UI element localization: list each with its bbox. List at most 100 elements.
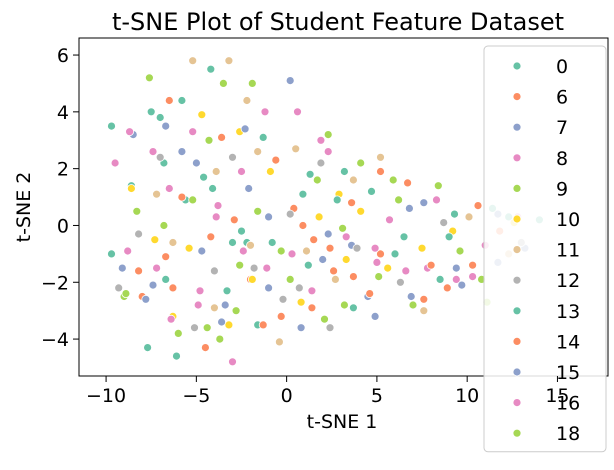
data-point-series-0 — [206, 64, 216, 74]
data-point-series-16 — [195, 286, 205, 296]
data-point-series-10 — [126, 184, 136, 193]
legend-marker — [512, 275, 522, 285]
legend-label: 0 — [556, 56, 568, 78]
data-point-series-6 — [164, 96, 174, 105]
data-point-series-11 — [274, 337, 284, 347]
legend-label: 11 — [556, 240, 580, 262]
data-point-series-11 — [464, 212, 474, 222]
data-point-series-8 — [211, 212, 221, 222]
data-point-series-6 — [473, 201, 483, 211]
data-point-series-6 — [376, 249, 385, 259]
data-point-series-13 — [332, 195, 342, 205]
data-point-series-8 — [125, 127, 135, 137]
data-point-series-13 — [161, 274, 171, 284]
legend-label: 15 — [556, 362, 580, 384]
legend-marker — [512, 428, 522, 438]
data-point-series-11 — [330, 274, 340, 284]
data-point-series-6 — [168, 283, 178, 293]
data-point-series-18 — [188, 195, 198, 205]
data-point-series-10 — [197, 110, 207, 120]
y-axis-label: t-SNE 2 — [13, 172, 35, 243]
data-point-series-0 — [146, 107, 156, 117]
data-point-series-6 — [403, 178, 413, 188]
data-point-series-9 — [202, 323, 212, 333]
data-point-series-12 — [325, 323, 335, 333]
data-point-series-11 — [419, 306, 429, 316]
data-point-series-15 — [370, 311, 380, 321]
data-point-series-7 — [220, 300, 230, 310]
data-point-series-14 — [426, 260, 436, 270]
data-point-series-6 — [309, 235, 319, 245]
data-point-series-13 — [267, 238, 277, 247]
data-point-series-14 — [325, 243, 335, 253]
data-point-series-13 — [444, 232, 454, 242]
data-point-series-13 — [222, 286, 232, 296]
data-point-series-0 — [177, 96, 187, 105]
data-point-series-8 — [237, 167, 246, 176]
data-point-series-18 — [247, 79, 257, 88]
data-point-series-14 — [307, 303, 317, 313]
data-point-series-9 — [235, 260, 245, 270]
data-point-series-18 — [408, 300, 418, 310]
data-point-series-13 — [348, 303, 358, 313]
data-point-series-7 — [141, 294, 151, 304]
data-point-series-10 — [417, 243, 427, 253]
data-point-series-16 — [468, 272, 478, 282]
data-point-series-18 — [231, 306, 241, 316]
data-point-series-6 — [217, 132, 227, 142]
data-point-series-12 — [278, 294, 288, 304]
data-point-series-13 — [143, 343, 153, 353]
data-point-series-0 — [339, 167, 349, 176]
data-point-series-11 — [209, 303, 219, 313]
data-point-series-8 — [188, 127, 198, 137]
data-point-series-9 — [312, 175, 322, 185]
data-point-series-6 — [419, 294, 429, 304]
data-point-series-16 — [260, 107, 270, 117]
plot-frame — [78, 37, 609, 377]
data-point-series-8 — [110, 158, 120, 168]
data-point-series-0 — [303, 260, 313, 270]
data-point-series-13 — [208, 184, 218, 193]
data-point-series-10 — [265, 167, 275, 176]
data-point-series-16 — [401, 266, 411, 276]
data-point-series-11 — [188, 56, 198, 66]
data-point-series-0 — [298, 189, 308, 199]
data-point-series-13 — [237, 226, 246, 236]
y-axis-ticks: −4 −2 0 2 4 6 — [41, 45, 79, 351]
data-point-series-12 — [190, 323, 199, 333]
data-point-series-13 — [258, 132, 268, 142]
data-point-series-11 — [211, 167, 221, 176]
data-point-series-10 — [224, 320, 234, 330]
data-point-series-14 — [376, 167, 385, 176]
data-point-series-8 — [164, 184, 174, 193]
x-tick-label: −5 — [182, 385, 210, 407]
data-point-series-14 — [134, 266, 144, 276]
data-point-series-14 — [200, 343, 210, 353]
data-point-series-18 — [320, 314, 329, 324]
data-point-series-14 — [229, 215, 239, 225]
data-point-series-12 — [316, 158, 326, 168]
legend-marker — [512, 92, 522, 101]
data-point-series-12 — [209, 266, 219, 276]
data-point-series-7 — [161, 121, 171, 131]
data-point-series-16 — [148, 147, 158, 157]
legend-marker — [512, 61, 522, 71]
legend-marker — [512, 367, 522, 377]
data-point-series-7 — [264, 283, 274, 293]
data-point-series-14 — [468, 260, 478, 270]
data-point-series-0 — [399, 232, 409, 242]
data-point-series-12 — [395, 277, 405, 287]
data-point-series-9 — [374, 272, 384, 282]
data-point-series-11 — [242, 96, 252, 105]
legend-marker — [512, 153, 522, 163]
data-point-series-14 — [298, 221, 308, 230]
data-point-series-11 — [302, 246, 311, 256]
data-point-series-16 — [287, 249, 297, 259]
data-point-series-12 — [285, 209, 295, 219]
data-point-series-15 — [217, 317, 227, 327]
data-point-series-16 — [123, 246, 133, 256]
x-tick-label: −10 — [86, 385, 126, 407]
data-point-series-8 — [262, 263, 272, 273]
data-point-series-18 — [121, 289, 131, 299]
